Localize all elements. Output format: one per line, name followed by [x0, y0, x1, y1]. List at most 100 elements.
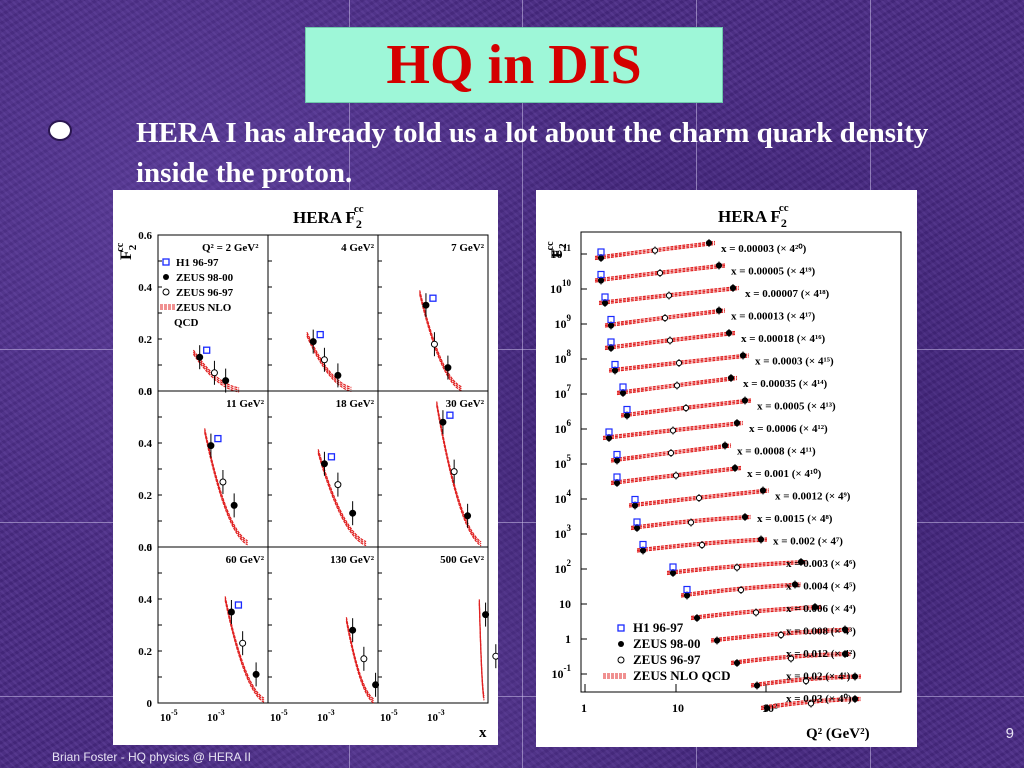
x-tick-label: 10-5 [160, 708, 178, 724]
series-label: x = 0.003 (× 4⁶) [786, 558, 856, 570]
zeus-96-97-point [656, 269, 664, 277]
series-label: x = 0.03 (× 4⁰) [786, 693, 852, 705]
qcd-band [204, 430, 248, 544]
zeus-98-00-point [309, 338, 317, 346]
zeus-98-00-point [851, 673, 859, 680]
y-tick-label: 109 [555, 313, 572, 331]
series-label: x = 0.00035 (× 4¹⁴) [743, 378, 828, 390]
qcd-band [419, 294, 462, 392]
y-tick-exp: 9 [567, 313, 572, 323]
h1-96-97-point [601, 293, 609, 301]
y-tick-exp: 4 [567, 488, 572, 498]
y-tick-label: 102 [555, 558, 572, 576]
series-label: x = 0.0012 (× 4⁹) [775, 491, 851, 503]
y-tick-label: 0.4 [138, 282, 152, 294]
panel-label: 130 GeV² [330, 554, 375, 566]
y-tick-label: 10-1 [552, 663, 572, 681]
zeus-96-97-point [733, 564, 741, 571]
zeus-96-97-point [450, 468, 458, 476]
x-tick-base: 10 [427, 712, 439, 724]
zeus-98-00-point [334, 371, 342, 379]
legend-label: H1 96-97 [633, 620, 684, 635]
zeus-98-00-point [713, 637, 721, 644]
panel-label: 11 GeV² [226, 398, 265, 410]
panel-label: 500 GeV² [440, 554, 485, 566]
qcd-band [436, 401, 482, 543]
series-label: x = 0.0005 (× 4¹³) [757, 401, 836, 413]
qcd-band [204, 428, 248, 542]
zeus-98-00-point [757, 536, 765, 543]
right-chart: HERA F2cc F2cc Q² (GeV²) 101110101091081… [545, 202, 902, 742]
h1-96-97-point [639, 540, 647, 549]
y-tick-label: 0.2 [138, 334, 152, 346]
zeus-98-00-point [715, 262, 723, 269]
series-label: x = 0.00003 (× 4²⁰) [721, 243, 807, 255]
left-chart-title: HERA F2cc [293, 203, 364, 231]
y-tick-label: 0 [147, 542, 153, 554]
zeus-98-00-point [349, 626, 357, 634]
zeus-98-00-point [741, 513, 749, 521]
zeus-98-00-point [725, 329, 733, 337]
x-tick-base: 10 [160, 712, 172, 724]
right-x-axis-label: Q² (GeV²) [806, 726, 870, 742]
zeus-96-97-point [334, 481, 342, 489]
zeus-98-00-point [613, 457, 621, 464]
h1-96-97-point [316, 330, 324, 339]
y-tick-exp: 11 [562, 243, 571, 253]
zeus-98-00-point [605, 434, 613, 442]
zeus-98-00-point [207, 442, 215, 450]
panel-label: 18 GeV² [336, 398, 375, 410]
zeus-96-97-point [737, 586, 745, 594]
zeus-98-00-point [372, 681, 380, 689]
x-tick-exp: -3 [328, 708, 335, 717]
zeus-96-97-point [360, 655, 368, 663]
zeus-98-00-point [721, 442, 729, 449]
x-tick-exp: -5 [391, 708, 398, 717]
plot-frame [580, 231, 902, 693]
legend-zeus-96-97-marker [162, 288, 170, 296]
y-tick-label: 104 [555, 488, 572, 506]
zeus-96-97-point [698, 541, 706, 549]
zeus-98-00-point [759, 487, 767, 494]
legend-zeus-98-00-marker [163, 274, 169, 280]
zeus-98-00-point [841, 650, 849, 658]
y-tick-exp: 6 [567, 418, 572, 428]
x-tick-base: 10 [207, 712, 219, 724]
series-label: x = 0.006 (× 4⁴) [786, 603, 856, 615]
slide-title: HQ in DIS [386, 34, 642, 96]
legend-h1-marker [162, 258, 170, 266]
page-number: 9 [1005, 725, 1014, 742]
y-tick-label: 103 [555, 523, 572, 541]
background-gridline [0, 349, 1024, 350]
h1-96-97-point [605, 428, 613, 436]
zeus-98-00-point [693, 614, 701, 622]
right-chart-title: HERA F2cc [718, 202, 789, 230]
y-tick-label: 106 [555, 418, 572, 436]
y-tick-label: 1 [565, 632, 571, 646]
series-label: x = 0.0015 (× 4⁸) [757, 513, 833, 525]
zeus-98-00-point [601, 299, 609, 307]
h1-96-97-point [607, 338, 615, 346]
x-tick-base: 10 [380, 712, 392, 724]
h1-96-97-point [623, 405, 631, 414]
y-tick-exp: 2 [567, 558, 572, 568]
h1-96-97-point [633, 518, 641, 526]
zeus-98-00-point [252, 670, 260, 678]
x-tick-label: 10-3 [207, 708, 225, 724]
zeus-96-97-point [320, 356, 328, 364]
y-tick-exp: 3 [567, 523, 572, 533]
h1-96-97-point [631, 495, 639, 504]
y-tick-base: 10 [555, 387, 567, 401]
zeus-96-97-point [672, 472, 680, 479]
h1-96-97-point [669, 563, 677, 571]
x-tick-exp: -3 [218, 708, 225, 717]
zeus-98-00-point [733, 659, 741, 667]
y-tick-exp: 5 [567, 453, 572, 463]
panel-label: 60 GeV² [226, 554, 265, 566]
x-tick-label: 10-3 [427, 708, 445, 724]
h1-96-97-point [613, 450, 621, 459]
qcd-band [317, 453, 367, 547]
y-tick-base: 10 [555, 317, 567, 331]
zeus-98-00-point [597, 277, 605, 284]
legend-zeus-96-97-marker [617, 656, 625, 664]
